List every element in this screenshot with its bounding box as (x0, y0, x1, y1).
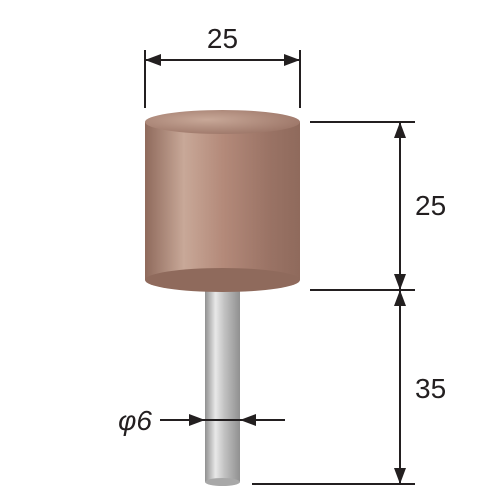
arrow-top-right (284, 54, 300, 66)
dim-label-shaft-height: 35 (415, 373, 446, 404)
dim-label-top: 25 (207, 23, 238, 54)
arrow-shaft-top (394, 290, 406, 306)
arrow-phi-left (189, 414, 205, 426)
shaft-bottom-cap (205, 478, 240, 486)
shaft-body (205, 280, 240, 482)
dim-label-phi: φ6 (118, 405, 152, 436)
head-bottom-cap (145, 268, 300, 292)
arrow-shaft-bot (394, 468, 406, 484)
arrow-phi-right (240, 414, 256, 426)
head-body (145, 122, 300, 280)
arrow-head-top (394, 122, 406, 138)
technical-diagram: 25 25 35 φ6 (0, 0, 500, 500)
arrow-top-left (145, 54, 161, 66)
arrow-head-bot (394, 274, 406, 290)
dim-label-head-height: 25 (415, 190, 446, 221)
head-top-cap (145, 110, 300, 134)
